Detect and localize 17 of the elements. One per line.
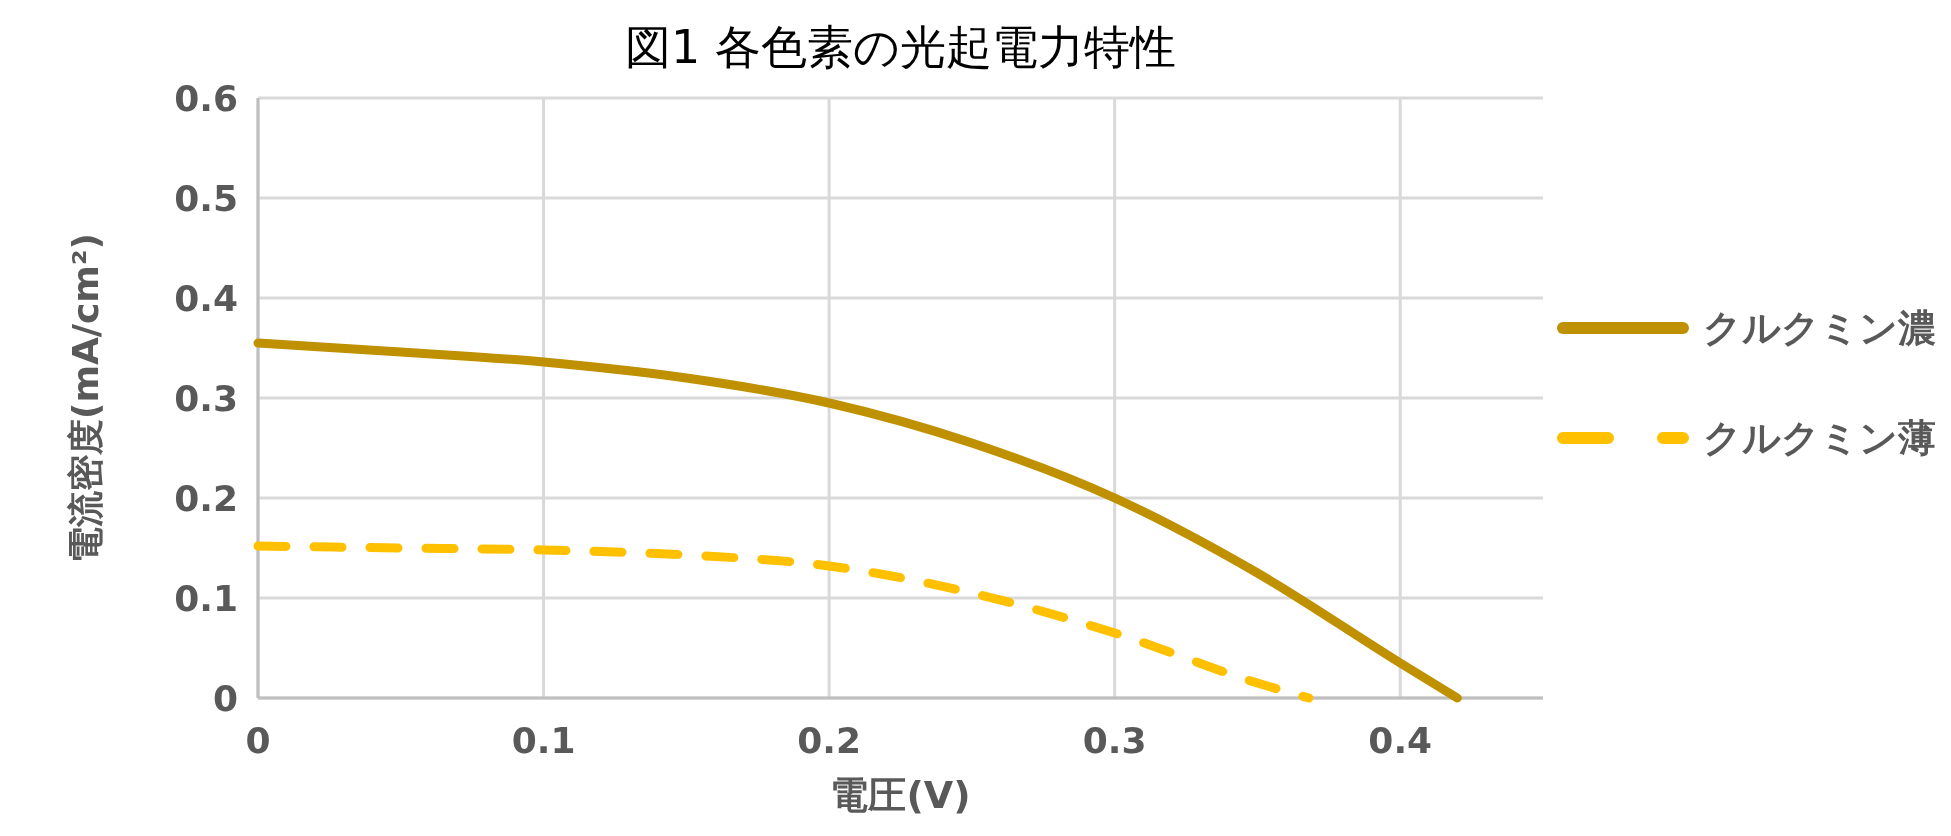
chart-title: 図1 各色素の光起電力特性	[625, 20, 1176, 74]
y-tick-label: 0	[212, 677, 238, 719]
y-tick-label: 0.4	[174, 277, 238, 319]
y-tick-label: 0.3	[174, 377, 238, 419]
legend-label: クルクミン濃	[1703, 306, 1936, 351]
x-tick-label: 0.2	[797, 720, 861, 761]
y-axis-title: 電流密度(mA/cm²)	[65, 232, 106, 564]
x-tick-label: 0	[245, 720, 271, 761]
y-tick-label: 0.1	[174, 577, 238, 619]
x-axis-title: 電圧(V)	[830, 773, 971, 817]
x-tick-label: 0.4	[1368, 720, 1433, 761]
legend-label: クルクミン薄	[1703, 416, 1936, 461]
x-tick-label: 0.3	[1082, 720, 1147, 761]
y-tick-label: 0.5	[174, 177, 238, 219]
x-tick-label: 0.1	[511, 720, 576, 761]
y-tick-label: 0.6	[174, 77, 238, 119]
y-tick-label: 0.2	[174, 477, 238, 519]
